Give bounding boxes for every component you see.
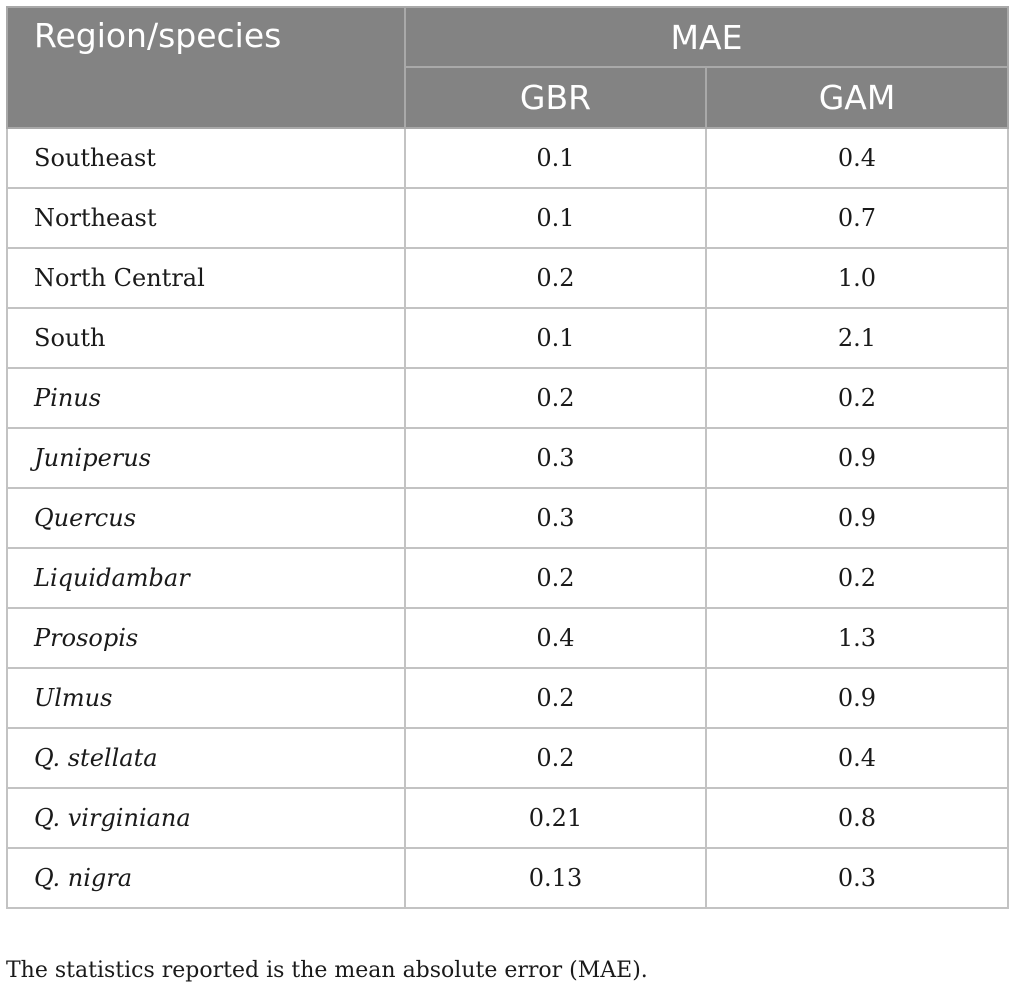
mae-group-header: MAE	[404, 6, 1009, 68]
table-row: Pinus 0.2 0.2	[6, 367, 1009, 429]
gbr-value: 0.2	[404, 247, 707, 309]
gam-value: 0.2	[705, 367, 1009, 429]
table-row: Ulmus 0.2 0.9	[6, 667, 1009, 729]
gbr-value: 0.1	[404, 307, 707, 369]
gam-value: 0.9	[705, 667, 1009, 729]
gam-value: 0.4	[705, 127, 1009, 189]
gbr-value: 0.3	[404, 487, 707, 549]
gbr-value: 0.13	[404, 847, 707, 909]
table-row: Northeast 0.1 0.7	[6, 187, 1009, 249]
row-label: Q. stellata	[6, 727, 406, 789]
region-species-header: Region/species	[6, 6, 406, 129]
table-body: Southeast 0.1 0.4 Northeast 0.1 0.7 North Cent…	[6, 127, 1009, 909]
gbr-value: 0.1	[404, 187, 707, 249]
table-row: Prosopis 0.4 1.3	[6, 607, 1009, 669]
table-row: Southeast 0.1 0.4	[6, 127, 1009, 189]
row-label: Q. nigra	[6, 847, 406, 909]
row-label: Northeast	[6, 187, 406, 249]
gam-value: 0.2	[705, 547, 1009, 609]
gbr-value: 0.2	[404, 667, 707, 729]
gbr-value: 0.1	[404, 127, 707, 189]
row-label: Liquidambar	[6, 547, 406, 609]
row-label: Quercus	[6, 487, 406, 549]
gbr-value: 0.2	[404, 727, 707, 789]
gam-value: 1.0	[705, 247, 1009, 309]
row-label: Ulmus	[6, 667, 406, 729]
row-label: Prosopis	[6, 607, 406, 669]
table-row: Q. virginiana 0.21 0.8	[6, 787, 1009, 849]
gam-value: 0.8	[705, 787, 1009, 849]
gbr-column-header: GBR	[404, 66, 707, 129]
row-label: South	[6, 307, 406, 369]
table-row: Q. nigra 0.13 0.3	[6, 847, 1009, 909]
gam-value: 0.7	[705, 187, 1009, 249]
row-label: Juniperus	[6, 427, 406, 489]
gbr-value: 0.3	[404, 427, 707, 489]
row-label: Q. virginiana	[6, 787, 406, 849]
mae-table: Region/species MAE GBR GAM Southeast 0.1 0…	[6, 6, 1009, 909]
row-label: Pinus	[6, 367, 406, 429]
table-row: North Central 0.2 1.0	[6, 247, 1009, 309]
row-label: Southeast	[6, 127, 406, 189]
table-row: Q. stellata 0.2 0.4	[6, 727, 1009, 789]
gam-value: 2.1	[705, 307, 1009, 369]
gam-value: 0.4	[705, 727, 1009, 789]
gam-value: 0.3	[705, 847, 1009, 909]
gam-value: 0.9	[705, 487, 1009, 549]
gam-value: 1.3	[705, 607, 1009, 669]
table-row: Quercus 0.3 0.9	[6, 487, 1009, 549]
gbr-value: 0.2	[404, 547, 707, 609]
gam-column-header: GAM	[705, 66, 1009, 129]
table-row: Liquidambar 0.2 0.2	[6, 547, 1009, 609]
table-row: South 0.1 2.1	[6, 307, 1009, 369]
gbr-value: 0.2	[404, 367, 707, 429]
table-header: Region/species MAE GBR GAM	[6, 6, 1009, 129]
table-footnote: The statistics reported is the mean abso…	[6, 958, 648, 983]
gbr-value: 0.4	[404, 607, 707, 669]
gam-value: 0.9	[705, 427, 1009, 489]
row-label: North Central	[6, 247, 406, 309]
gbr-value: 0.21	[404, 787, 707, 849]
table-row: Juniperus 0.3 0.9	[6, 427, 1009, 489]
